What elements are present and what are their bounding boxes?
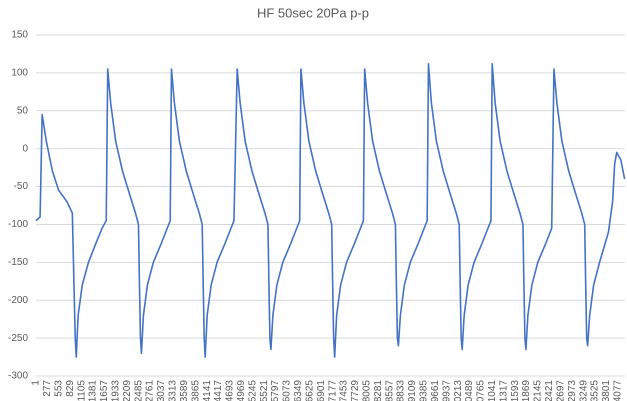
x-tick-label: 6349	[293, 380, 304, 401]
x-tick-label: 8005	[361, 380, 372, 401]
x-tick-label: 6625	[304, 380, 315, 401]
y-tick-label: 150	[11, 30, 28, 41]
x-tick-label: 3865	[190, 380, 201, 401]
x-tick-label: 3249	[578, 380, 589, 401]
x-tick-label: 2485	[133, 380, 144, 401]
y-tick-label: 100	[11, 68, 28, 79]
x-tick-label: 2761	[145, 380, 156, 401]
x-tick-label: 1041	[487, 380, 498, 401]
x-tick-label: 1	[31, 380, 42, 386]
x-tick-label: 3525	[590, 380, 601, 401]
x-tick-label: 6073	[282, 380, 293, 401]
y-tick-label: 0	[22, 143, 28, 154]
x-tick-label: 829	[65, 380, 76, 397]
x-tick-label: 553	[53, 380, 64, 397]
x-tick-label: 8281	[373, 380, 384, 401]
y-tick-label: -150	[8, 257, 28, 268]
x-tick-label: 0765	[476, 380, 487, 401]
x-tick-label: 7453	[339, 380, 350, 401]
x-tick-label: 4969	[236, 380, 247, 401]
y-tick-label: -250	[8, 333, 28, 344]
x-tick-label: 3589	[179, 380, 190, 401]
x-tick-label: 2145	[533, 380, 544, 401]
x-tick-label: 0213	[453, 380, 464, 401]
y-tick-label: -200	[8, 295, 28, 306]
x-tick-label: 3037	[156, 380, 167, 401]
chart-title: HF 50sec 20Pa p-p	[257, 5, 369, 20]
x-tick-label: 4141	[202, 380, 213, 401]
x-tick-label: 9109	[407, 380, 418, 401]
x-tick-label: 1381	[88, 380, 99, 401]
x-tick-label: 2697	[555, 380, 566, 401]
x-tick-label: 8833	[396, 380, 407, 401]
x-tick-label: 1593	[510, 380, 521, 401]
x-tick-label: 9385	[419, 380, 430, 401]
x-tick-label: 2973	[567, 380, 578, 401]
x-tick-label: 1869	[521, 380, 532, 401]
x-tick-label: 5521	[259, 380, 270, 401]
x-tick-label: 1317	[498, 380, 509, 401]
x-tick-label: 9937	[441, 380, 452, 401]
x-tick-label: 1657	[99, 380, 110, 401]
x-tick-label: 5797	[270, 380, 281, 401]
x-tick-label: 9661	[430, 380, 441, 401]
x-tick-label: 0489	[464, 380, 475, 401]
x-tick-label: 4417	[213, 380, 224, 401]
data-line	[35, 63, 626, 358]
x-tick-label: 7729	[350, 380, 361, 401]
x-tick-label: 5245	[247, 380, 258, 401]
x-tick-label: 3801	[601, 380, 612, 401]
x-tick-label: 3313	[168, 380, 179, 401]
x-tick-label: 4077	[612, 380, 623, 401]
x-tick-label: 1105	[76, 380, 87, 401]
y-tick-label: 50	[17, 105, 29, 116]
x-tick-label: 8557	[384, 380, 395, 401]
x-tick-label: 2421	[544, 380, 555, 401]
x-tick-label: 2209	[122, 380, 133, 401]
x-tick-label: 7177	[327, 380, 338, 401]
x-tick-label: 1933	[111, 380, 122, 401]
x-tick-label: 277	[42, 380, 53, 397]
y-tick-label: -100	[8, 219, 28, 230]
x-tick-label: 4693	[225, 380, 236, 401]
x-tick-label: 6901	[316, 380, 327, 401]
y-tick-label: -300	[8, 371, 28, 382]
y-tick-label: -50	[14, 181, 29, 192]
